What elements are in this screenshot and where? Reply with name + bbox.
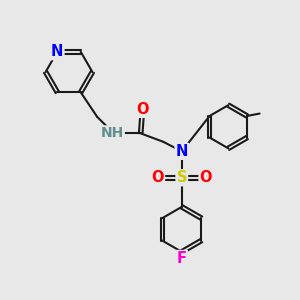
Text: N: N	[176, 144, 188, 159]
Text: F: F	[177, 251, 187, 266]
Text: O: O	[152, 170, 164, 185]
Text: S: S	[176, 170, 187, 185]
Text: O: O	[136, 102, 148, 117]
Text: NH: NH	[100, 126, 124, 140]
Text: N: N	[51, 44, 64, 59]
Text: O: O	[200, 170, 212, 185]
